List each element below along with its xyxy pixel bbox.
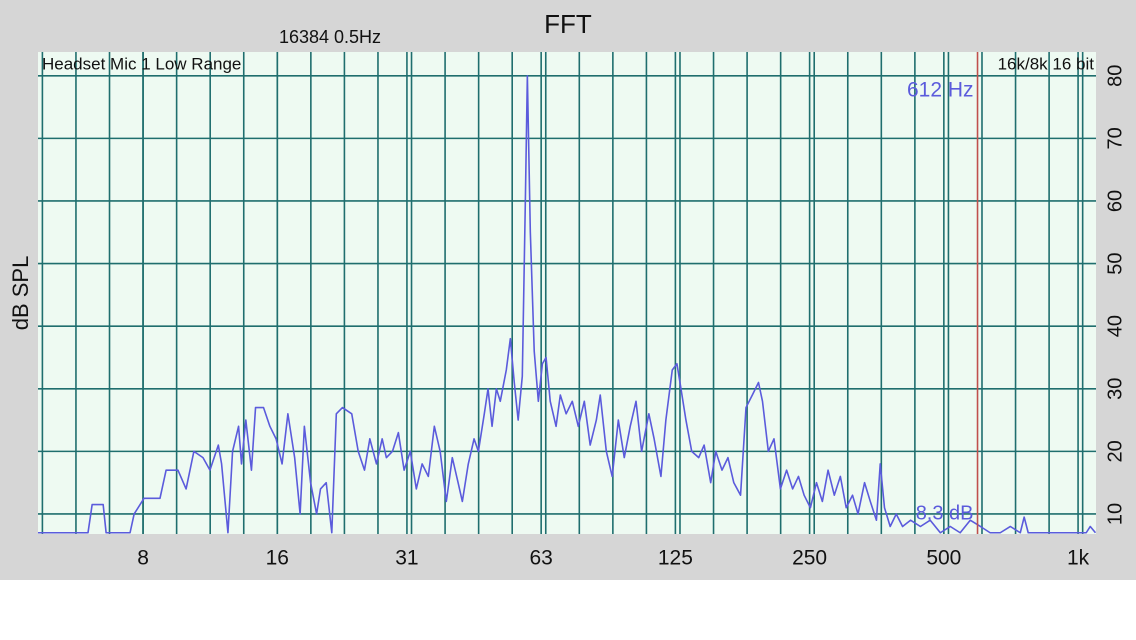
x-tick-label: 250 <box>792 547 827 570</box>
y-tick-label: 30 <box>1104 378 1126 400</box>
format-label: 16k/8k 16 bit <box>998 54 1095 73</box>
grid <box>38 52 1096 534</box>
source-label: Headset Mic 1 Low Range <box>42 54 241 73</box>
marks <box>38 52 1097 534</box>
x-tick-label: 31 <box>395 547 418 570</box>
plot-area <box>38 52 1096 534</box>
x-tick-label: 125 <box>658 547 693 570</box>
y-tick-label: 50 <box>1104 252 1126 274</box>
y-tick-label: 80 <box>1104 65 1126 87</box>
y-tick-label: 20 <box>1104 440 1126 462</box>
cursor-frequency: 612 Hz <box>907 79 974 102</box>
chart-title: FFT <box>544 9 592 39</box>
x-tick-label: 8 <box>137 547 149 570</box>
y-tick-label: 10 <box>1104 503 1126 525</box>
chart-subtitle: 16384 0.5Hz <box>279 27 381 47</box>
y-axis-label: dB SPL <box>8 256 33 331</box>
spectrum-line <box>38 74 1097 534</box>
x-tick-label: 16 <box>266 547 289 570</box>
x-tick-label: 500 <box>926 547 961 570</box>
y-tick-label: 60 <box>1104 190 1126 212</box>
x-tick-label: 1k <box>1067 547 1090 570</box>
x-tick-label: 63 <box>529 547 552 570</box>
y-tick-label: 40 <box>1104 315 1126 337</box>
y-tick-label: 70 <box>1104 127 1126 149</box>
cursor-level: 8.3 dB <box>916 502 974 524</box>
